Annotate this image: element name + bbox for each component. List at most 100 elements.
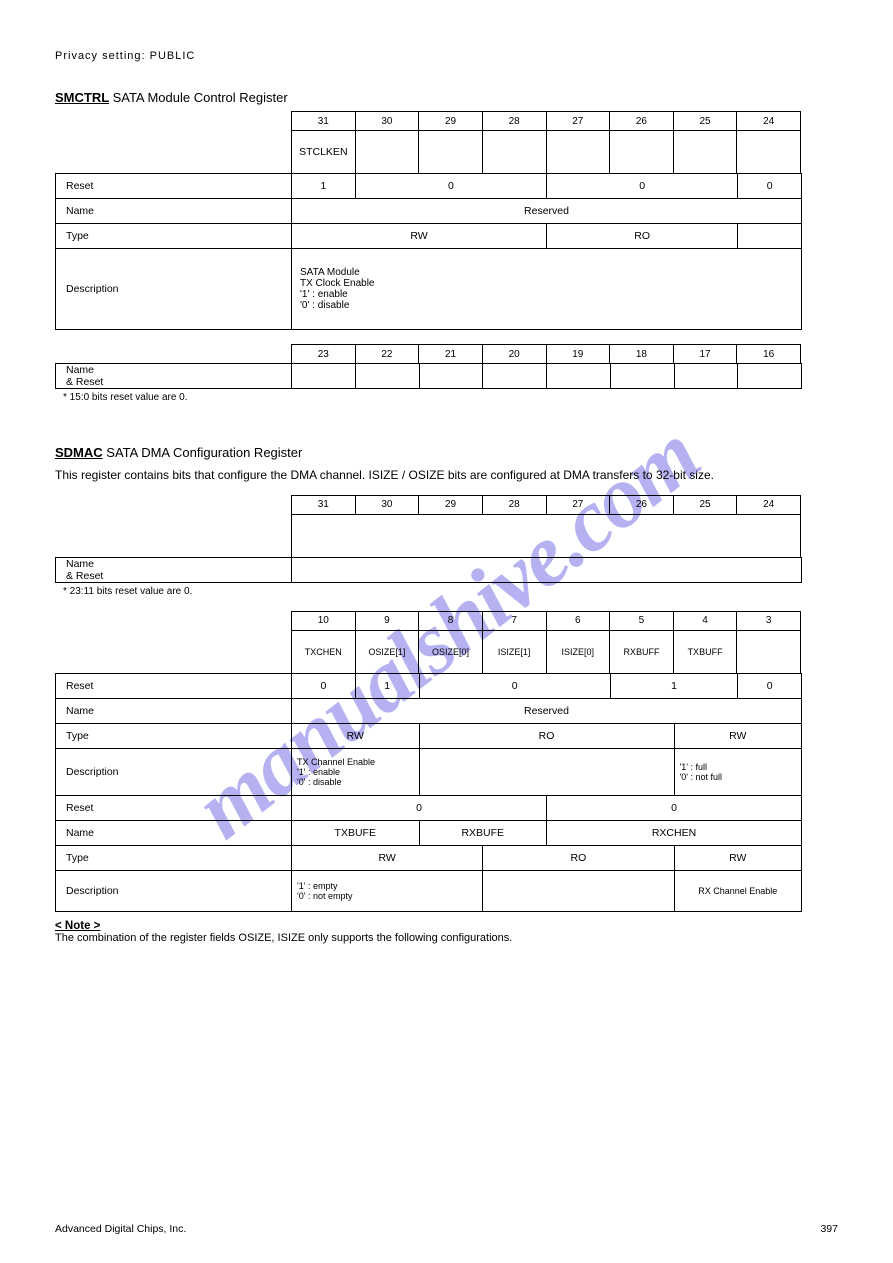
footer-left: Advanced Digital Chips, Inc.	[55, 1223, 186, 1235]
cell	[547, 364, 611, 389]
cell: TXBUFE	[292, 820, 420, 845]
row-label: Type	[56, 845, 292, 870]
cell	[292, 557, 802, 582]
cell: RX Channel Enable	[674, 870, 802, 911]
bit-label: 23	[292, 345, 356, 364]
row-label: Name	[56, 820, 292, 845]
bit-label: 16	[737, 345, 801, 364]
cell: RO	[547, 224, 738, 249]
row-desc-label: Description	[56, 249, 292, 330]
bit-label: 19	[546, 345, 610, 364]
row-type-label: Type	[56, 723, 292, 748]
bit-label: 24	[737, 495, 801, 514]
cell: TX Channel Enable '1' : enable '0' : dis…	[292, 748, 420, 795]
bit-label: 8	[419, 611, 483, 630]
row-label: Reset	[56, 795, 292, 820]
sdmac-reset-note: * 23:11 bits reset value are 0.	[55, 586, 838, 597]
cell: Reserved	[292, 698, 802, 723]
row-type-label: Type	[56, 224, 292, 249]
cell: 0	[292, 673, 356, 698]
cell	[292, 514, 801, 557]
bit-name	[673, 131, 737, 174]
sdmac-header: SDMAC SATA DMA Configuration Register	[55, 445, 838, 460]
sdmac-bits-31-24-row: Name & Reset	[55, 557, 802, 583]
cell: RW	[292, 723, 420, 748]
cell: SATA Module TX Clock Enable '1' : enable…	[292, 249, 802, 330]
sdmac-bits-31-24: 31 30 29 28 27 26 25 24	[291, 495, 801, 558]
page-footer: Advanced Digital Chips, Inc. 397	[55, 1223, 838, 1235]
cell	[355, 364, 419, 389]
cell: '1' : empty '0' : not empty	[292, 870, 483, 911]
row-name-label: Name	[56, 199, 292, 224]
bit-label: 28	[482, 495, 546, 514]
cell: 0	[738, 174, 802, 199]
smctrl-bits-23-16-row: Name & Reset	[55, 363, 802, 389]
bit-name: OSIZE[1]	[355, 630, 419, 673]
cell	[674, 364, 738, 389]
bit-name: TXBUFF	[673, 630, 737, 673]
bit-name	[355, 131, 419, 174]
cell: RXBUFE	[419, 820, 547, 845]
bit-label: 26	[610, 112, 674, 131]
cell: RW	[674, 723, 802, 748]
footer-right: 397	[820, 1223, 838, 1235]
bit-label: 29	[419, 495, 483, 514]
cell: 1	[610, 673, 738, 698]
bit-name: STCLKEN	[292, 131, 356, 174]
bit-name: ISIZE[0]	[546, 630, 610, 673]
note-block: < Note > The combination of the register…	[55, 920, 838, 944]
bit-label: 27	[546, 112, 610, 131]
bit-name	[737, 131, 801, 174]
sdmac-bits-10-3: 10 9 8 7 6 5 4 3 TXCHEN OSIZE[1] OSIZE[0…	[291, 611, 801, 674]
cell: RW	[292, 224, 547, 249]
cell: Reserved	[292, 199, 802, 224]
bit-label: 4	[673, 611, 737, 630]
cell	[483, 870, 674, 911]
sdmac-table: Reset 0 1 0 1 0 Name Reserved Type RW RO…	[55, 673, 802, 912]
bit-label: 10	[292, 611, 356, 630]
smctrl-name: SMCTRL	[55, 90, 109, 105]
bit-label: 29	[419, 112, 483, 131]
bit-name: TXCHEN	[292, 630, 356, 673]
bit-label: 27	[546, 495, 610, 514]
cell: RXCHEN	[547, 820, 802, 845]
bit-name: ISIZE[1]	[482, 630, 546, 673]
bit-name: OSIZE[0]	[419, 630, 483, 673]
cell	[610, 364, 674, 389]
cell: RW	[292, 845, 483, 870]
sdmac-name: SDMAC	[55, 445, 103, 460]
cell: 0	[419, 673, 610, 698]
cell: 0	[292, 795, 547, 820]
bit-label: 3	[737, 611, 801, 630]
bit-label: 26	[610, 495, 674, 514]
bit-label: 24	[737, 112, 801, 131]
bit-name	[419, 131, 483, 174]
smctrl-table: Reset 1 0 0 0 Name Reserved Type RW RO D…	[55, 173, 802, 330]
row-label: Name & Reset	[56, 557, 292, 582]
cell	[292, 364, 356, 389]
bit-label: 31	[292, 112, 356, 131]
cell: RW	[674, 845, 802, 870]
row-label: Name & Reset	[56, 364, 292, 389]
note-body: The combination of the register fields O…	[55, 932, 838, 944]
smctrl-bits-23-16: 23 22 21 20 19 18 17 16	[291, 344, 801, 364]
bit-name	[546, 131, 610, 174]
cell: 0	[547, 174, 738, 199]
row-reset-label: Reset	[56, 673, 292, 698]
sdmac-desc: SATA DMA Configuration Register	[106, 445, 302, 460]
sdmac-intro: This register contains bits that configu…	[55, 466, 838, 485]
bit-label: 31	[292, 495, 356, 514]
cell	[738, 224, 802, 249]
bit-name: RXBUFF	[610, 630, 674, 673]
cell: RO	[419, 723, 674, 748]
smctrl-desc: SATA Module Control Register	[113, 90, 288, 105]
bit-label: 18	[610, 345, 674, 364]
cell	[419, 748, 674, 795]
bit-label: 30	[355, 495, 419, 514]
cell: RO	[483, 845, 674, 870]
bit-label: 30	[355, 112, 419, 131]
bit-label: 21	[419, 345, 483, 364]
bit-label: 20	[482, 345, 546, 364]
cell	[483, 364, 547, 389]
cell	[419, 364, 483, 389]
